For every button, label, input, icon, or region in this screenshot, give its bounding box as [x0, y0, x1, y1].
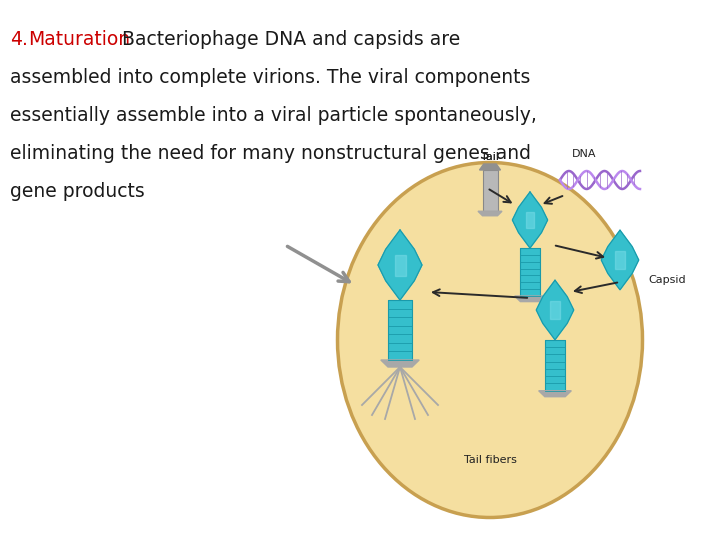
Polygon shape [395, 254, 405, 275]
Polygon shape [601, 230, 639, 290]
Text: eliminating the need for many nonstructural genes and: eliminating the need for many nonstructu… [10, 144, 531, 163]
Text: Tail: Tail [481, 152, 499, 162]
Text: Maturation: Maturation [28, 30, 130, 49]
Text: DNA: DNA [572, 149, 596, 159]
Bar [388, 300, 412, 360]
Bar [545, 340, 565, 391]
Polygon shape [381, 360, 419, 367]
Polygon shape [378, 230, 422, 300]
Text: 4.: 4. [10, 30, 28, 49]
Text: Tail fibers: Tail fibers [464, 455, 516, 465]
Bar [482, 170, 498, 211]
Polygon shape [515, 296, 545, 302]
Polygon shape [616, 251, 625, 269]
Text: Tail: Tail [481, 152, 499, 162]
Ellipse shape [338, 163, 642, 517]
Polygon shape [478, 211, 502, 216]
Text: gene products: gene products [10, 182, 145, 201]
Polygon shape [539, 391, 572, 397]
Polygon shape [550, 301, 559, 319]
Text: Bacteriophage DNA and capsids are: Bacteriophage DNA and capsids are [110, 30, 460, 49]
Text: assembled into complete virions. The viral components: assembled into complete virions. The vir… [10, 68, 531, 87]
Bar [521, 248, 539, 296]
Text: Capsid: Capsid [648, 275, 685, 285]
Text: essentially assemble into a viral particle spontaneously,: essentially assemble into a viral partic… [10, 106, 537, 125]
Polygon shape [480, 164, 500, 170]
Polygon shape [513, 192, 548, 248]
Polygon shape [526, 212, 534, 228]
Polygon shape [536, 280, 574, 340]
